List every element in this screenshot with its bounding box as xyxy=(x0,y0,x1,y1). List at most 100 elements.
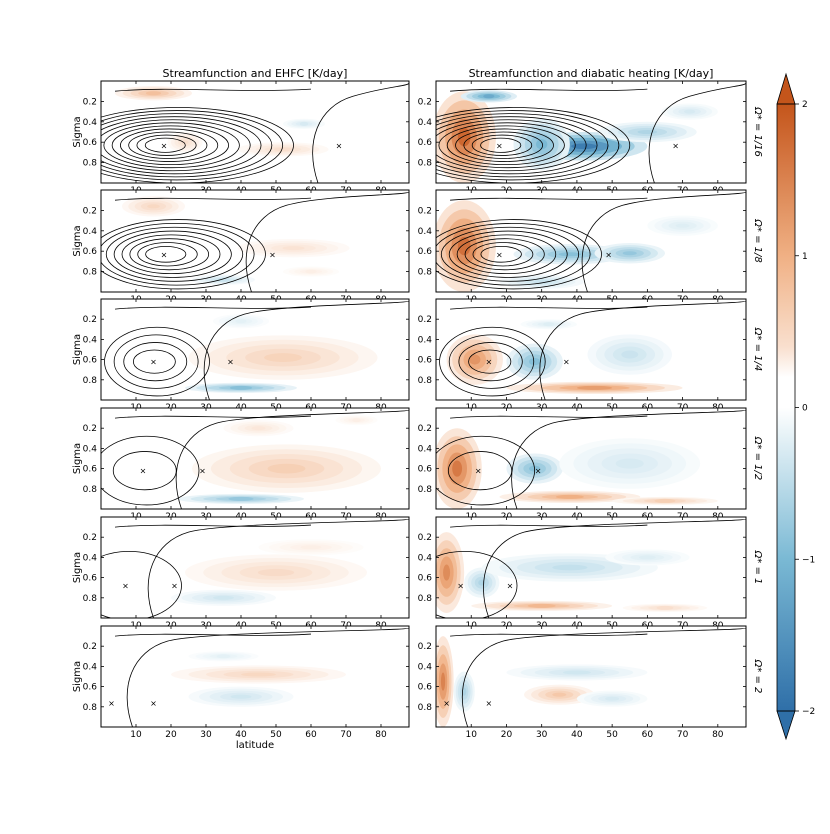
contour-line xyxy=(113,230,232,278)
y-axis-label: Sigma xyxy=(72,443,83,474)
y-tick-label: 0.2 xyxy=(83,424,97,434)
colorbar-tick-label: −1 xyxy=(802,555,815,565)
x-tick-label: 60 xyxy=(642,730,654,740)
x-tick-label: 70 xyxy=(677,730,689,740)
contour-line xyxy=(436,116,598,175)
y-tick-label: 0.4 xyxy=(418,444,433,454)
contour-line xyxy=(455,128,554,162)
cell-marker: × xyxy=(535,467,542,476)
field-blob xyxy=(171,589,276,606)
contour-line xyxy=(461,627,746,727)
field-blob xyxy=(237,142,329,157)
y-tick-label: 0.4 xyxy=(83,227,98,237)
y-tick-label: 0.8 xyxy=(418,376,433,386)
contour-line xyxy=(126,627,409,727)
row-label: Ω* = 1 xyxy=(752,550,763,585)
contour-line xyxy=(101,550,182,618)
contour-line xyxy=(471,134,533,156)
title-left: Streamfunction and EHFC [K/day] xyxy=(163,67,348,80)
y-tick-label: 0.8 xyxy=(418,594,433,604)
field-blob xyxy=(436,91,496,183)
y-tick-label: 0.8 xyxy=(83,376,98,386)
cell-marker: × xyxy=(496,141,503,150)
field-blob xyxy=(185,554,367,591)
x-tick-label: 60 xyxy=(305,730,317,740)
field-blob xyxy=(115,86,192,101)
panel-frame xyxy=(100,625,410,728)
streamfunction-contours xyxy=(436,409,746,509)
field-blob xyxy=(605,549,690,566)
field-blob xyxy=(520,319,577,330)
y-tick-label: 0.4 xyxy=(83,662,98,672)
colorbar-tick-label: 2 xyxy=(802,100,808,110)
y-tick-label: 0.6 xyxy=(418,356,433,366)
y-tick-label: 0.2 xyxy=(83,97,97,107)
field-blob xyxy=(283,266,339,277)
contour-line xyxy=(450,524,648,528)
field-blob xyxy=(499,490,641,503)
contour-line xyxy=(539,300,746,400)
row-label: Ω* = 1/4 xyxy=(752,327,763,371)
contour-line xyxy=(104,326,210,397)
y-tick-label: 0.4 xyxy=(418,118,433,128)
colorbar-extend-top xyxy=(776,72,796,105)
contour-line xyxy=(175,409,409,509)
field-blob xyxy=(559,438,701,489)
contour-line xyxy=(436,113,609,178)
colorbar: 2 1 0 −1 −2 xyxy=(776,72,815,741)
field-blob xyxy=(283,118,325,129)
field-blob xyxy=(506,343,563,380)
contour-line xyxy=(464,238,545,271)
field-blob xyxy=(506,664,648,681)
contour-line xyxy=(103,122,240,169)
row-label: Ω* = 2 xyxy=(752,659,763,694)
contour-line xyxy=(114,306,312,310)
x-tick-label: 80 xyxy=(712,730,724,740)
cell-marker: × xyxy=(457,582,464,591)
cell-marker: × xyxy=(140,467,147,476)
x-tick-label: 30 xyxy=(536,730,548,740)
streamfunction-contours xyxy=(436,82,746,183)
panel-frame xyxy=(435,298,747,401)
contour-line xyxy=(111,125,229,166)
panel-frame xyxy=(435,625,747,728)
panel-frame xyxy=(100,189,410,293)
field-blob xyxy=(188,651,259,662)
y-tick-label: 0.6 xyxy=(83,683,98,693)
field-blob xyxy=(622,603,708,612)
field-blob xyxy=(188,686,294,707)
streamfunction-contours xyxy=(101,191,409,292)
x-axis-label: latitude xyxy=(236,740,274,751)
contour-line xyxy=(450,415,648,419)
contour-line xyxy=(101,113,273,178)
field-blob xyxy=(612,496,718,505)
contour-line xyxy=(132,349,176,374)
field-blob xyxy=(335,415,378,426)
panel-frame xyxy=(435,80,747,184)
streamfunction-contours xyxy=(436,191,746,292)
y-tick-label: 0.2 xyxy=(418,533,432,543)
cell-marker: × xyxy=(605,250,612,259)
y-axis-label: Sigma xyxy=(72,661,83,692)
y-tick-label: 0.4 xyxy=(418,335,433,345)
contour-line xyxy=(448,230,568,278)
field-blob xyxy=(178,493,304,504)
contour-line xyxy=(450,633,648,637)
streamfunction-contours xyxy=(114,627,409,727)
contour-line xyxy=(463,131,544,159)
contour-line xyxy=(114,88,312,92)
field-blob xyxy=(436,636,454,727)
y-tick-label: 0.6 xyxy=(83,465,98,475)
contour-line xyxy=(450,88,648,92)
cell-marker: × xyxy=(672,141,679,150)
y-tick-label: 0.8 xyxy=(83,268,98,278)
y-tick-label: 0.6 xyxy=(418,247,433,257)
cell-marker: × xyxy=(496,250,503,259)
contour-line xyxy=(114,633,312,637)
cell-marker: × xyxy=(336,141,343,150)
contour-line xyxy=(147,518,409,618)
panel-frame xyxy=(100,516,410,619)
